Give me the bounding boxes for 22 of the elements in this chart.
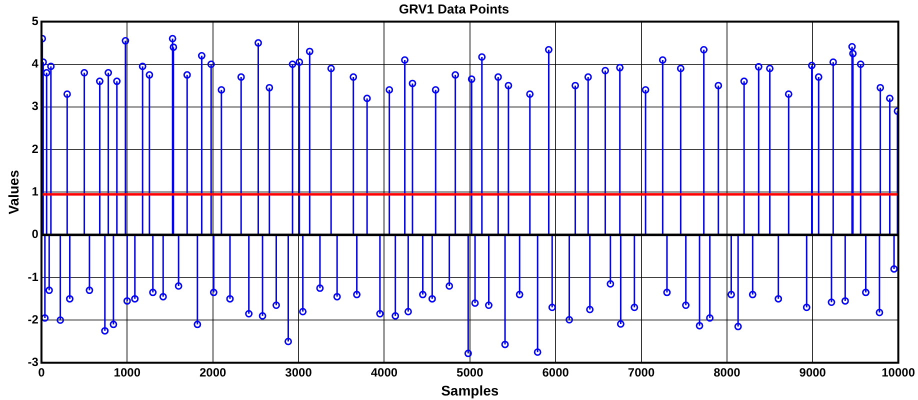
- y-tick-label: 5: [32, 14, 39, 28]
- x-tick-label: 2000: [199, 365, 227, 380]
- x-tick-label: 7000: [628, 365, 655, 380]
- y-tick-label: 0: [32, 227, 39, 242]
- y-tick-label: -3: [28, 355, 39, 370]
- y-tick-label: 4: [32, 56, 39, 71]
- x-tick-label: 8000: [714, 365, 741, 380]
- y-tick-label: -2: [28, 312, 39, 326]
- x-tick-label: 6000: [542, 365, 570, 380]
- y-axis-title: Values: [5, 170, 22, 214]
- chart-title: GRV1 Data Points: [398, 1, 510, 16]
- x-tick-label: 3000: [285, 365, 312, 380]
- x-tick-label: 10000: [882, 365, 916, 380]
- x-axis-title: Samples: [441, 382, 499, 398]
- x-tick-label: 9000: [799, 365, 826, 380]
- y-tick-label: -1: [28, 270, 39, 284]
- y-tick-label: 1: [32, 184, 39, 199]
- x-tick-label: 1000: [114, 365, 141, 380]
- x-tick-label: 4000: [370, 365, 398, 380]
- y-tick-label: 2: [32, 142, 39, 156]
- x-tick-label: 5000: [456, 365, 484, 380]
- y-tick-label: 3: [32, 99, 39, 114]
